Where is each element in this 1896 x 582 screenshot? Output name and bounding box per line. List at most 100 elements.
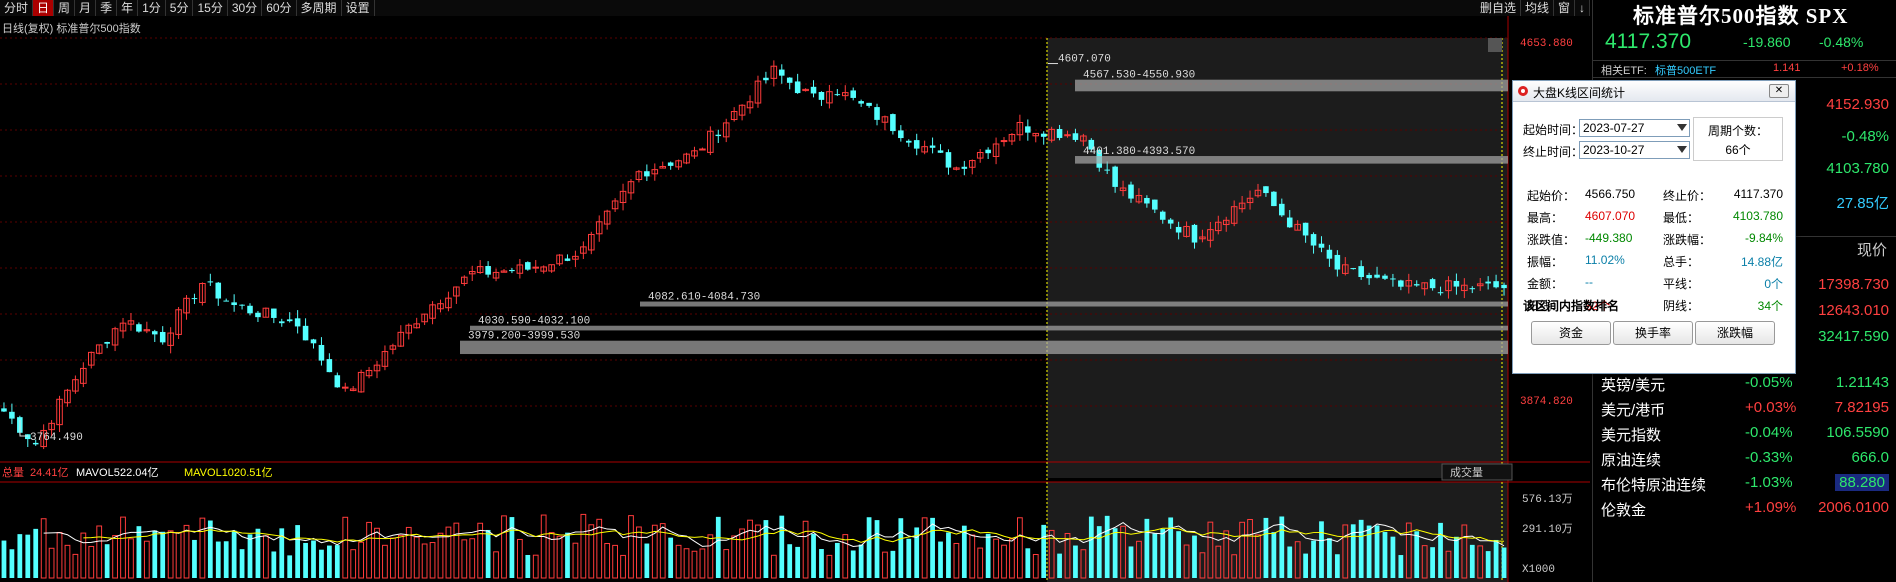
app-icon: [1518, 86, 1528, 96]
volume-bar: [763, 520, 769, 578]
volume-bar: [1311, 540, 1316, 578]
period-tab[interactable]: 1分: [138, 0, 166, 16]
etf-name[interactable]: 标普500ETF: [1655, 65, 1717, 77]
toolbar-right-button[interactable]: ↓: [1575, 0, 1590, 16]
quote-row[interactable]: 英镑/美元 -0.05% 1.21143: [1593, 372, 1896, 397]
candle-body: [1238, 202, 1246, 210]
volume-bar: [683, 548, 690, 579]
period-tab[interactable]: 季: [96, 0, 118, 16]
period-tab[interactable]: 15分: [193, 0, 228, 16]
period-tab[interactable]: 60分: [262, 0, 297, 16]
stat-value: --: [1585, 275, 1593, 289]
volume-bar: [1358, 519, 1364, 578]
volume-axis-mid: 291.10万: [1522, 523, 1573, 536]
candle-body: [151, 331, 158, 335]
period-tab[interactable]: 周: [54, 0, 76, 16]
volume-bar: [485, 529, 491, 578]
candle-body: [644, 171, 650, 177]
candle-body: [1191, 224, 1198, 243]
quote-row[interactable]: 原油连续 -0.33% 666.0: [1593, 447, 1896, 472]
candle-body: [611, 200, 619, 210]
candle-body: [1112, 166, 1118, 187]
quote-row[interactable]: 美元/港币 +0.03% 7.82195: [1593, 397, 1896, 422]
volume-bar: [80, 532, 87, 579]
index-title: 标准普尔500指数 SPX: [1633, 4, 1849, 28]
toolbar-right-button[interactable]: 窗: [1554, 0, 1575, 16]
candle-body: [199, 283, 206, 303]
fund-button[interactable]: 资金: [1531, 321, 1611, 345]
toolbar-right-button[interactable]: 均线: [1521, 0, 1554, 16]
quote-row[interactable]: 布伦特原油连续 -1.03% 88.280: [1593, 472, 1896, 497]
turnover-button[interactable]: 换手率: [1613, 321, 1693, 345]
period-tab[interactable]: 设置: [342, 0, 375, 16]
volume-bar: [501, 515, 507, 579]
period-tab[interactable]: 30分: [228, 0, 263, 16]
candle-body: [1215, 221, 1222, 232]
stat-label: 最低：: [1663, 211, 1700, 225]
period-tab[interactable]: 月: [75, 0, 97, 16]
candle-body: [1254, 189, 1262, 197]
quote-price: 88.280: [1835, 474, 1889, 491]
volume-bar: [1144, 518, 1150, 578]
volume-bar: [1271, 532, 1277, 578]
candle-body: [841, 92, 849, 97]
candle-body: [334, 375, 341, 388]
quote-row[interactable]: 伦敦金 +1.09% 2006.0100: [1593, 497, 1896, 522]
period-tab[interactable]: 年: [117, 0, 139, 16]
volume-bar: [707, 534, 714, 579]
candle-body: [730, 111, 738, 121]
gap-zone: [470, 325, 1508, 331]
related-etf-row[interactable]: 相关ETF: 标普500ETF 1.141 +0.18%: [1593, 60, 1896, 78]
candle-body: [525, 262, 531, 270]
candle-body: [1374, 274, 1380, 278]
candle-body: [365, 369, 373, 377]
candle-body: [1246, 197, 1254, 204]
candle-body: [683, 153, 690, 164]
change-pct-button[interactable]: 涨跌幅: [1695, 321, 1775, 345]
volume-bar: [1080, 549, 1087, 579]
volume-bar: [1327, 538, 1332, 578]
volume-bar: [96, 525, 103, 579]
stat-value: 4566.750: [1585, 187, 1636, 201]
quote-name: 英镑/美元: [1601, 377, 1666, 394]
kline-chart[interactable]: 4567.530-4550.930 4401.380-4393.570 4082.6…: [0, 16, 1590, 582]
candle-body: [540, 266, 547, 272]
period-tab[interactable]: 多周期: [297, 0, 342, 16]
candle-body: [722, 122, 730, 138]
volume-bar: [207, 520, 213, 578]
volume-bar: [787, 544, 793, 578]
candle-body: [1230, 206, 1238, 224]
period-tab[interactable]: 日: [33, 0, 55, 16]
chart-subtitle: 日线(复权) 标准普尔500指数: [2, 23, 141, 35]
dialog-titlebar[interactable]: 大盘K线区间统计 ✕: [1513, 81, 1795, 102]
volume-bar: [56, 531, 63, 579]
toolbar-right-button[interactable]: 删自选: [1476, 0, 1521, 16]
candle-body: [738, 104, 746, 116]
start-date-select[interactable]: 2023-07-27: [1579, 119, 1690, 137]
volume-bar: [1374, 525, 1380, 578]
volume-bar: [874, 520, 880, 578]
period-tab[interactable]: 分时: [0, 0, 34, 16]
volume-bar: [311, 540, 316, 578]
candle-body: [302, 325, 309, 341]
candle-body: [461, 276, 468, 284]
candle-body: [985, 149, 991, 154]
volume-bar: [350, 549, 357, 579]
volume-bar: [675, 544, 682, 579]
stat-value: 34个: [1757, 299, 1783, 313]
candle-body: [691, 150, 698, 157]
period-tab[interactable]: 5分: [166, 0, 194, 16]
volume-bar: [143, 540, 150, 579]
dialog-title: 大盘K线区间统计: [1533, 86, 1626, 100]
candle-body: [389, 345, 397, 350]
end-date-select[interactable]: 2023-10-27: [1579, 141, 1690, 159]
quote-row[interactable]: 美元指数 -0.04% 106.5590: [1593, 422, 1896, 447]
close-icon[interactable]: ✕: [1769, 84, 1789, 98]
volume-legend: 20.51亿: [234, 466, 273, 479]
candle-body: [802, 88, 809, 92]
volume-bar: [247, 534, 253, 578]
volume-bar: [668, 537, 674, 578]
volume-bar: [1112, 528, 1118, 578]
candle-body: [1334, 254, 1341, 270]
volume-bar: [1017, 517, 1023, 579]
